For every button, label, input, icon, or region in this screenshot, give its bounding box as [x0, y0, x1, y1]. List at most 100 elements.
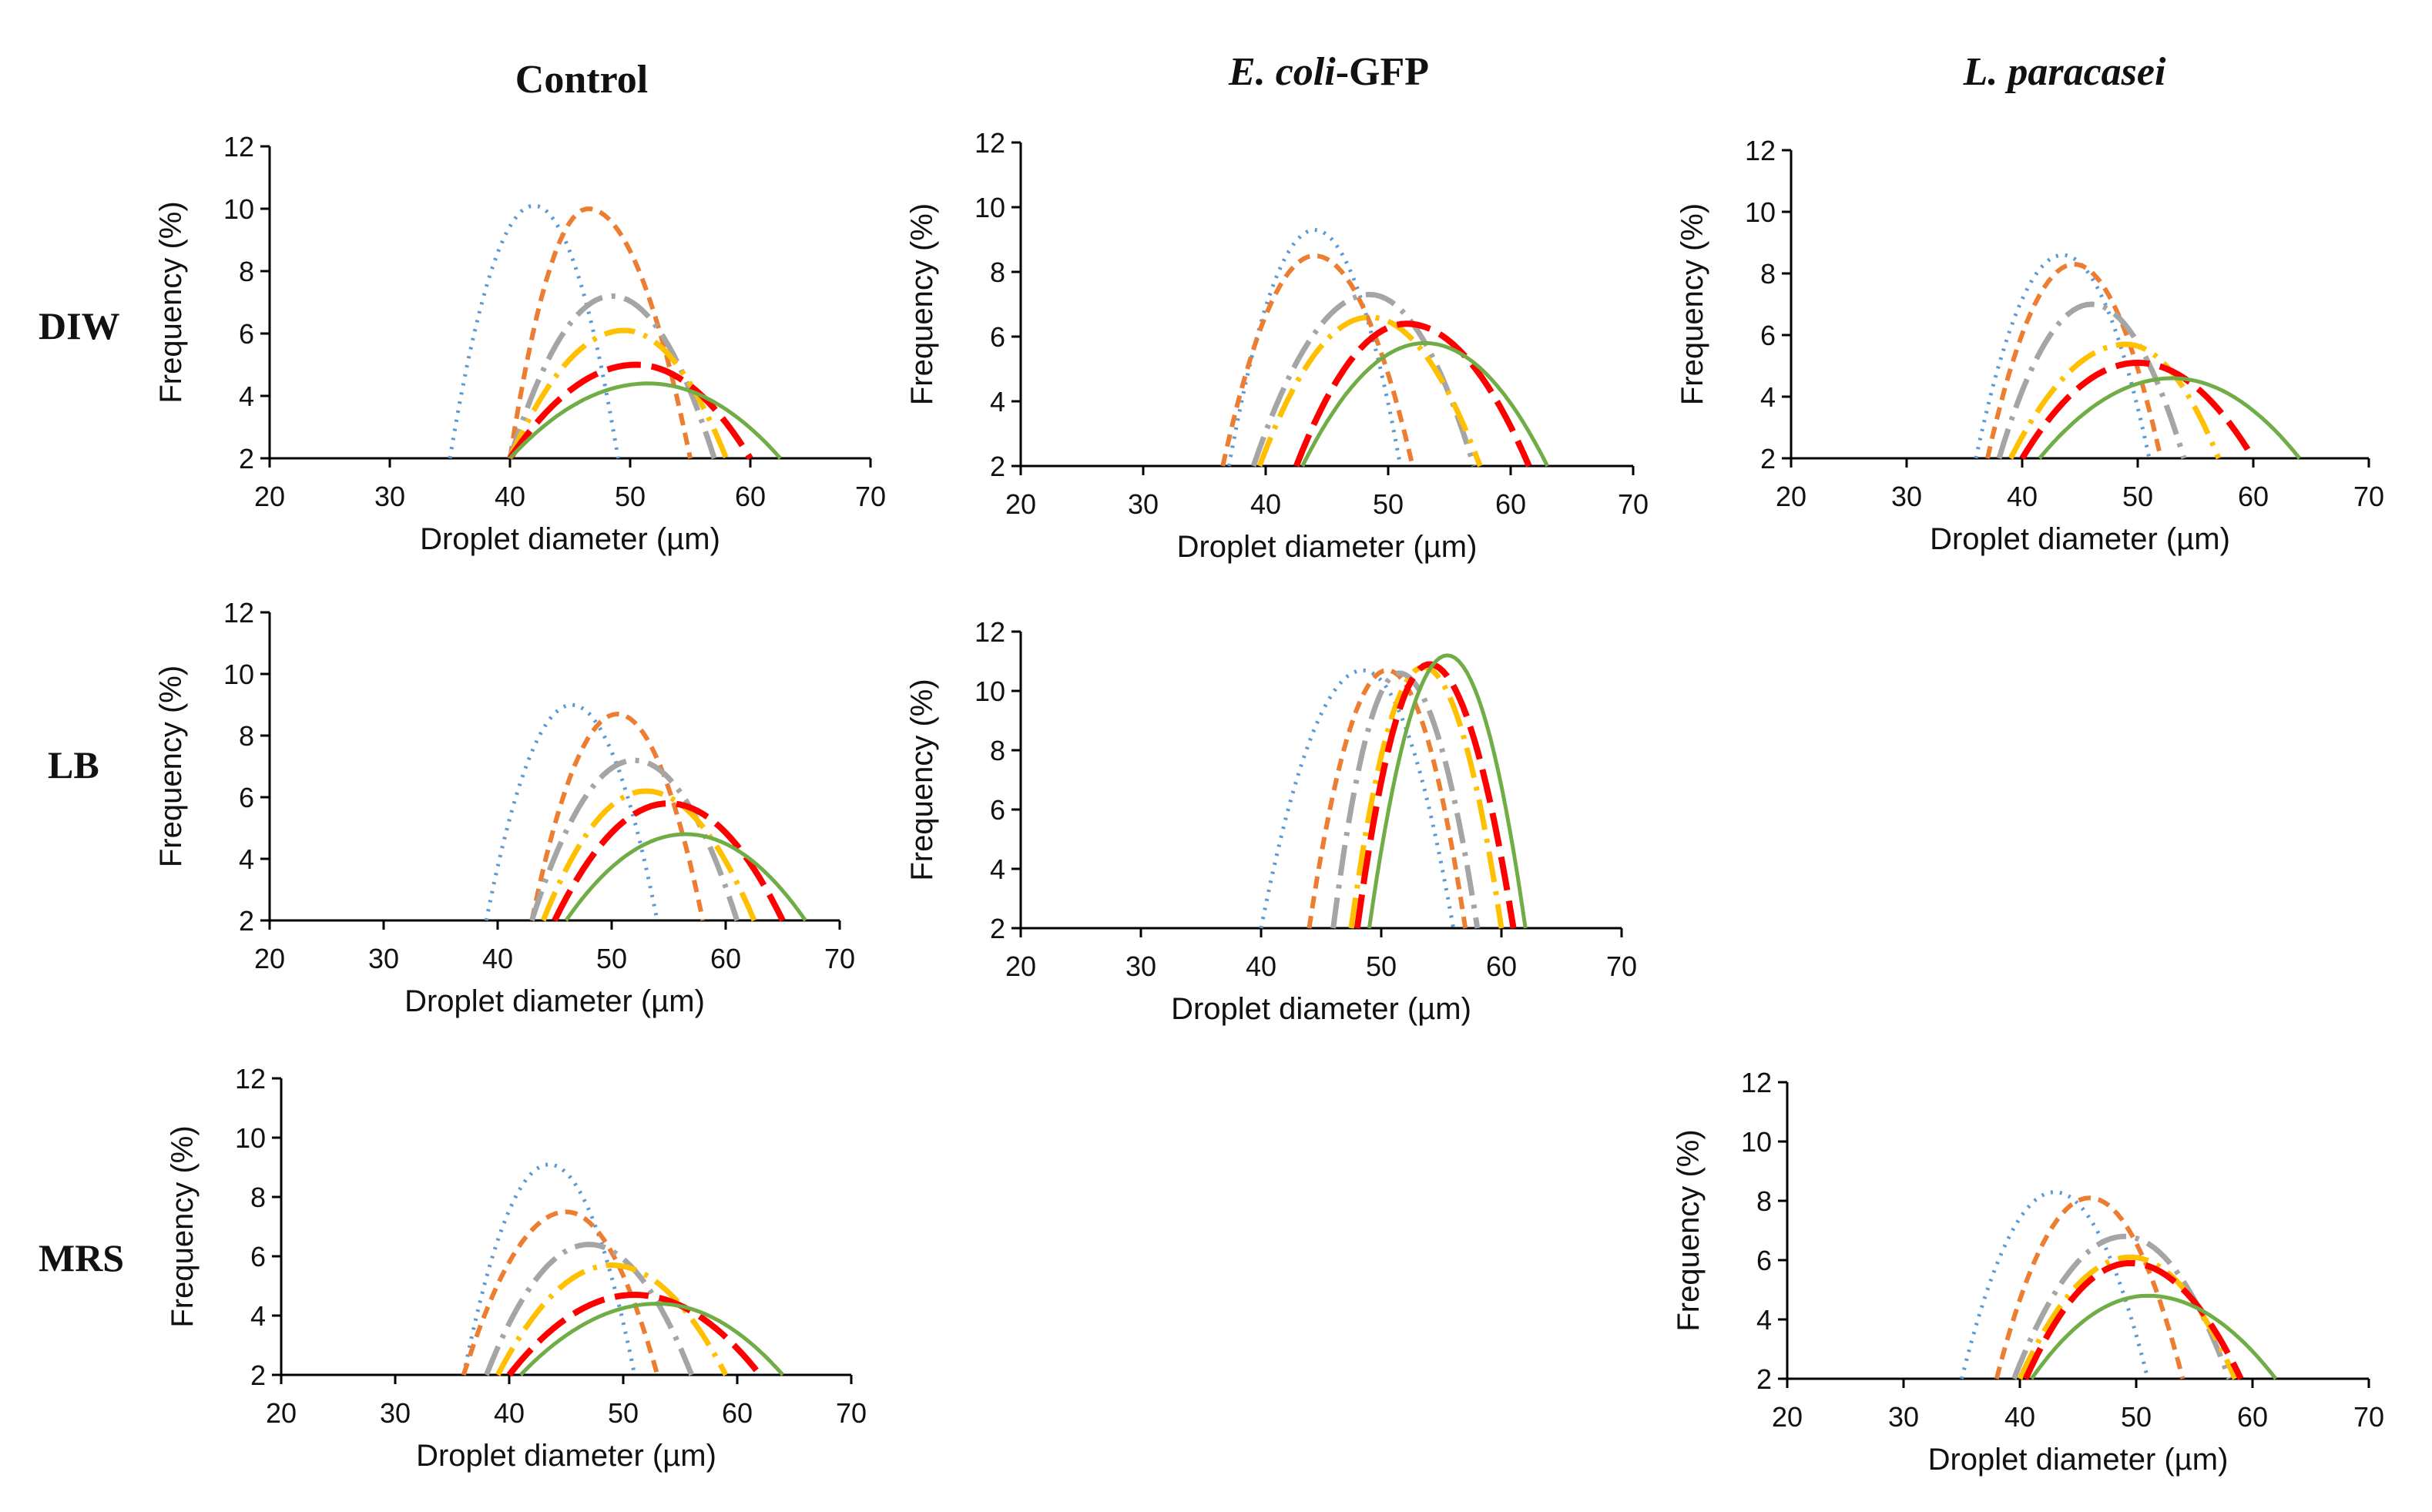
series-line-5	[2022, 1259, 2244, 1380]
y-tick-label: 8	[990, 256, 1005, 288]
series-line-2	[508, 206, 693, 459]
row-label-lb: LB	[48, 743, 99, 786]
y-tick-label: 6	[990, 794, 1005, 826]
y-tick-label: 10	[974, 676, 1005, 707]
column-header-control: Control	[515, 58, 648, 102]
y-tick-label: 2	[1756, 1363, 1772, 1395]
y-tick-label: 12	[223, 597, 254, 629]
x-tick-label: 70	[855, 481, 886, 512]
y-tick-label: 4	[990, 853, 1005, 885]
y-axis-title: Frequency (%)	[905, 203, 939, 405]
series-line-1	[1259, 668, 1456, 929]
y-axis-title: Frequency (%)	[1676, 203, 1709, 405]
x-tick-label: 40	[2007, 481, 2038, 512]
x-tick-label: 30	[374, 481, 405, 512]
series-line-2	[461, 1209, 660, 1376]
y-tick-label: 2	[250, 1359, 266, 1391]
x-tick-label: 40	[494, 1397, 525, 1429]
x-tick-label: 70	[1606, 950, 1637, 982]
y-tick-label: 10	[223, 193, 254, 225]
chart-panel-diw-lparacasei: 2 4 6 8 10 12 20 30 40 50 60 70 Droplet diameter (µm…	[1676, 135, 2384, 556]
y-tick-label: 2	[239, 905, 254, 937]
series-line-1	[461, 1162, 637, 1376]
y-tick-label: 4	[250, 1300, 266, 1332]
series-line-5	[1293, 320, 1532, 468]
series-line-4	[540, 788, 757, 922]
y-tick-label: 12	[974, 127, 1005, 159]
chart-panels: 2 4 6 8 10 12 20 30 40 50 60 70 Droplet diameter (µm…	[154, 127, 2384, 1477]
y-tick-label: 12	[974, 616, 1005, 648]
y-tick-label: 8	[1760, 258, 1776, 290]
chart-panel-lb-ecoli: 2 4 6 8 10 12 20 30 40 50 60 70 Droplet diameter (µm…	[905, 616, 1637, 1026]
y-tick-label: 2	[1760, 443, 1776, 474]
y-tick-label: 2	[990, 451, 1005, 482]
x-tick-label: 60	[710, 943, 741, 974]
x-tick-label: 20	[1772, 1401, 1803, 1433]
series-line-4	[2008, 341, 2222, 460]
y-tick-label: 2	[990, 913, 1005, 944]
y-tick-label: 4	[1760, 381, 1776, 413]
x-tick-label: 50	[2121, 1401, 2152, 1433]
y-tick-label: 12	[235, 1063, 266, 1095]
series-line-1	[1960, 1190, 2150, 1380]
y-axis-title: Frequency (%)	[1672, 1129, 1706, 1331]
x-tick-label: 40	[482, 943, 513, 974]
x-tick-label: 60	[722, 1397, 753, 1429]
x-tick-label: 60	[735, 481, 766, 512]
y-tick-label: 6	[1760, 320, 1776, 351]
x-tick-label: 30	[1128, 488, 1159, 520]
x-tick-label: 40	[1250, 488, 1281, 520]
x-tick-label: 30	[368, 943, 399, 974]
y-tick-label: 8	[239, 720, 254, 752]
series-line-3	[1330, 670, 1481, 929]
chart-panel-diw-ecoli: 2 4 6 8 10 12 20 30 40 50 60 70 Droplet diameter (µm…	[905, 127, 1649, 564]
x-tick-label: 70	[2353, 481, 2384, 512]
series-line-4	[495, 1262, 729, 1376]
x-axis-title: Droplet diameter (µm)	[416, 1439, 716, 1473]
x-tick-label: 30	[1888, 1401, 1919, 1433]
y-axis-title: Frequency (%)	[154, 201, 188, 403]
x-tick-label: 50	[1373, 488, 1404, 520]
row-label-diw: DIW	[39, 304, 120, 347]
series-line-2	[1220, 253, 1415, 467]
y-tick-label: 8	[1756, 1185, 1772, 1217]
series-line-2	[1994, 1195, 2185, 1380]
y-tick-label: 8	[239, 256, 254, 287]
y-tick-label: 10	[223, 659, 254, 690]
series-line-6	[2038, 376, 2301, 460]
x-tick-label: 20	[266, 1397, 297, 1429]
x-tick-label: 20	[254, 481, 285, 512]
y-tick-label: 6	[1756, 1245, 1772, 1276]
series-line-6	[2030, 1293, 2278, 1380]
series-line-3	[1996, 301, 2187, 460]
x-tick-label: 60	[1486, 950, 1517, 982]
chart-panel-mrs-control: 2 4 6 8 10 12 20 30 40 50 60 70 Droplet diameter (µm…	[166, 1063, 867, 1473]
series-line-6	[519, 1302, 785, 1376]
x-tick-label: 30	[1891, 481, 1922, 512]
x-tick-label: 40	[2004, 1401, 2035, 1433]
y-axis-title: Frequency (%)	[154, 665, 188, 867]
x-tick-label: 20	[1005, 488, 1036, 520]
y-tick-label: 10	[1745, 196, 1776, 228]
y-tick-label: 10	[974, 192, 1005, 223]
chart-panel-mrs-lparacasei: 2 4 6 8 10 12 20 30 40 50 60 70 Droplet diameter (µm…	[1672, 1067, 2384, 1477]
series-line-5	[2019, 360, 2256, 461]
x-tick-label: 60	[1495, 488, 1526, 520]
x-tick-label: 50	[2122, 481, 2153, 512]
series-line-6	[1367, 653, 1528, 929]
y-tick-label: 8	[990, 735, 1005, 766]
x-tick-label: 20	[254, 943, 285, 974]
series-line-6	[564, 832, 807, 922]
column-header-ecoli-italic: E. coli	[1228, 50, 1336, 94]
column-header-ecoli-rest: -GFP	[1336, 50, 1429, 94]
x-tick-label: 50	[1366, 950, 1397, 982]
y-tick-label: 6	[239, 318, 254, 350]
x-tick-label: 70	[1618, 488, 1649, 520]
x-tick-label: 60	[2237, 1401, 2268, 1433]
y-tick-label: 10	[1741, 1126, 1772, 1158]
y-axis-title: Frequency (%)	[905, 679, 939, 880]
series-line-4	[507, 327, 730, 460]
column-header-lparacasei: L. paracasei	[1963, 50, 2166, 94]
x-tick-label: 50	[615, 481, 646, 512]
x-tick-label: 70	[2353, 1401, 2384, 1433]
